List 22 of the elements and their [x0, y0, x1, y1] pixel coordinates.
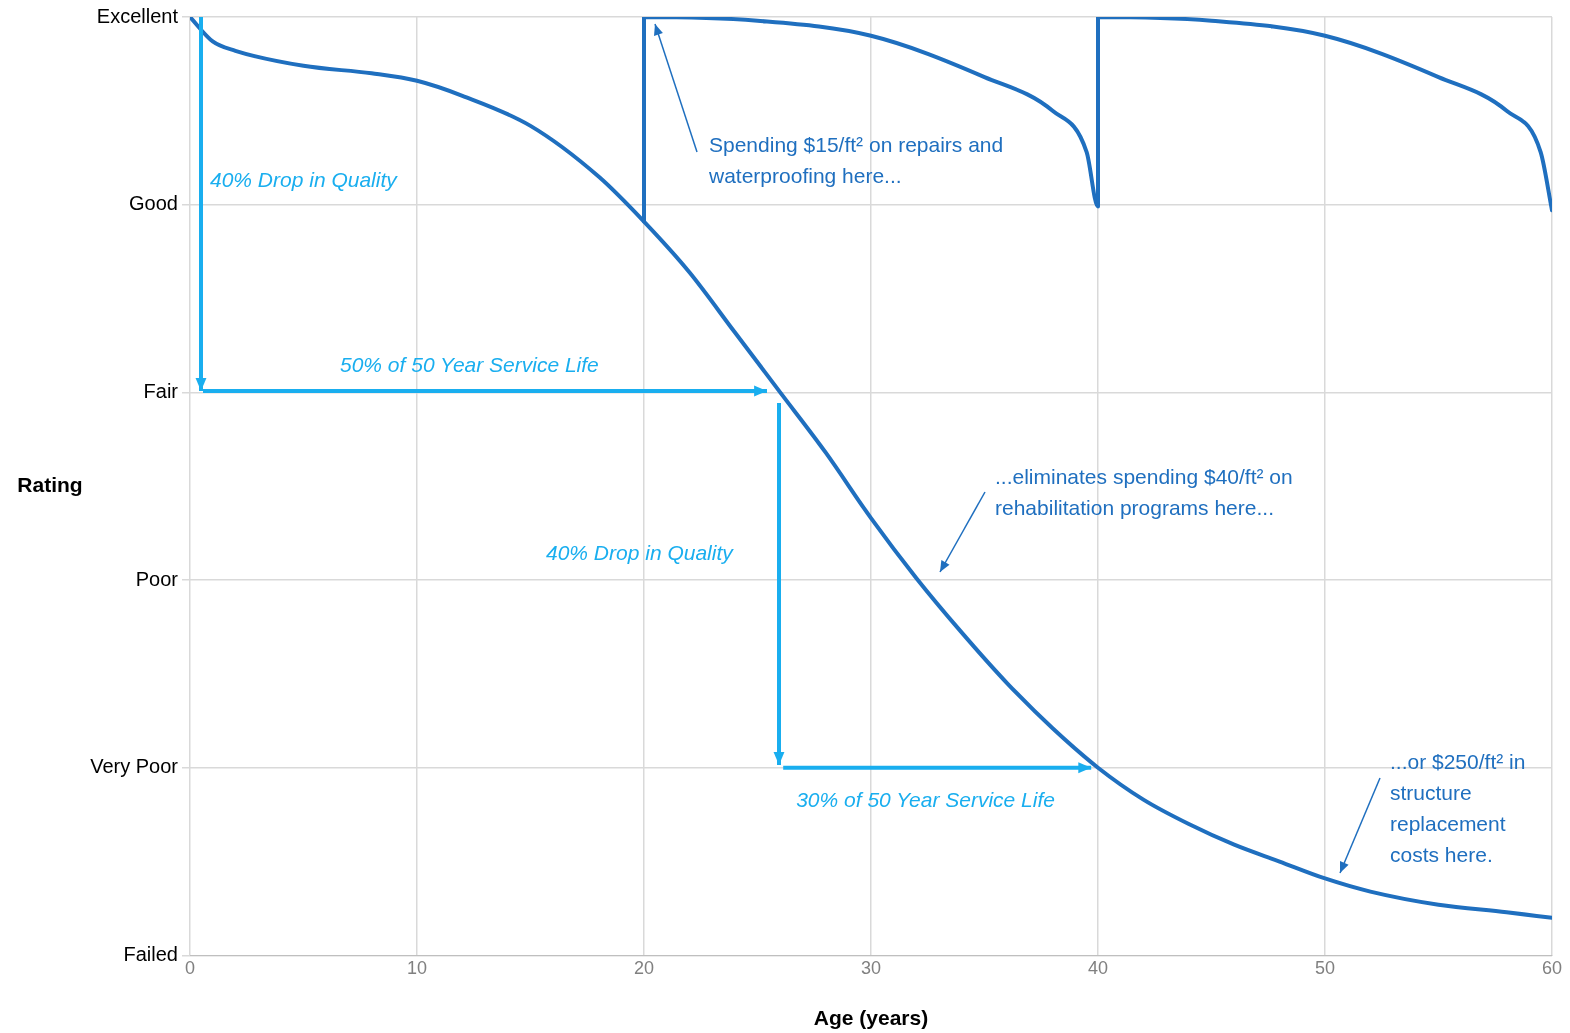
annotation: Spending $15/ft² on repairs and waterproofing here...: [708, 133, 1004, 188]
x-tick-label: 40: [1087, 958, 1109, 979]
text: Fair: [143, 379, 179, 402]
x-tick-label: 30: [860, 958, 882, 979]
x-axis-title: Age (years): [813, 1005, 929, 1029]
x-tick-label: 20: [633, 958, 655, 979]
y-axis-title: Rating: [17, 473, 83, 496]
annotation: ...eliminates spending $40/ft² on rehabilitation programs here...: [995, 465, 1293, 520]
text: Poor: [135, 567, 179, 590]
annotation: 50% of 50 Year Service Life: [340, 353, 599, 377]
text: Excellent: [96, 4, 179, 27]
x-tick-label: 50: [1314, 958, 1336, 979]
annotation: ...or $250/ft² in structure replacement costs here.: [1390, 750, 1526, 867]
annotation: 30% of 50 Year Service Life: [796, 788, 1055, 812]
x-tick-label: 0: [184, 958, 196, 979]
text: Very Poor: [90, 755, 179, 778]
text: Good: [129, 192, 178, 215]
annotation: 40% Drop in Quality: [546, 541, 735, 565]
text: Failed: [123, 942, 178, 965]
x-tick-label: 60: [1541, 958, 1563, 979]
x-tick-label: 10: [406, 958, 428, 979]
annotation: 40% Drop in Quality: [210, 168, 399, 192]
